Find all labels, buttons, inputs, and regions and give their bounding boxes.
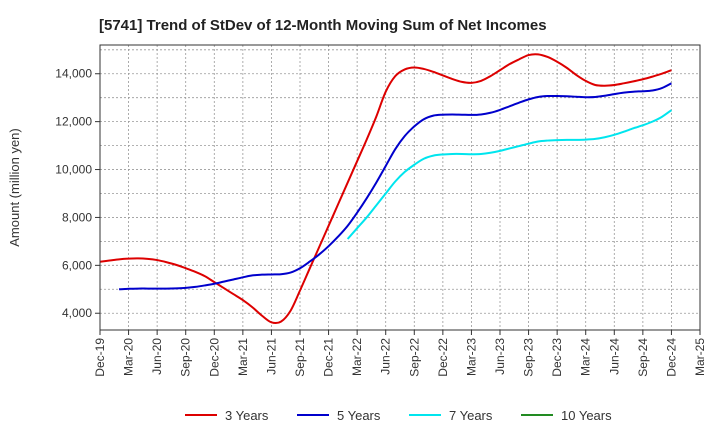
x-tick-label: Sep-22	[407, 338, 421, 377]
x-tick-label: Dec-20	[207, 338, 221, 377]
plot-background	[100, 45, 700, 330]
x-tick-label: Mar-24	[579, 338, 593, 376]
x-tick-label: Mar-20	[122, 338, 136, 376]
x-tick-label: Dec-22	[436, 338, 450, 377]
legend: 3 Years 5 Years 7 Years 10 Years	[185, 408, 612, 423]
y-tick-label: 6,000	[62, 258, 92, 272]
x-tick-label: Sep-24	[636, 338, 650, 377]
x-tick-label: Jun-21	[264, 338, 278, 375]
legend-label-3-years: 3 Years	[225, 408, 269, 423]
plot-frame	[99, 44, 701, 331]
x-tick-label: Jun-20	[150, 338, 164, 375]
x-tick-label: Mar-25	[693, 338, 707, 376]
legend-label-5-years: 5 Years	[337, 408, 381, 423]
y-tick-label: 12,000	[55, 115, 92, 129]
x-tick-label: Jun-22	[379, 338, 393, 375]
axes	[99, 44, 701, 331]
x-tick-label: Sep-21	[293, 338, 307, 377]
x-tick-label: Mar-22	[350, 338, 364, 376]
legend-label-7-years: 7 Years	[449, 408, 493, 423]
legend-label-10-years: 10 Years	[561, 408, 612, 423]
x-tick-label: Jun-23	[493, 338, 507, 375]
y-axis-label: Amount (million yen)	[7, 128, 22, 247]
series-lines	[99, 53, 673, 325]
x-tick-label: Dec-19	[93, 338, 107, 377]
y-axis-ticks: 4,000 6,000 8,000 10,000 12,000 14,000	[55, 67, 100, 320]
x-tick-label: Dec-23	[550, 338, 564, 377]
x-tick-label: Sep-23	[522, 338, 536, 377]
y-tick-label: 10,000	[55, 163, 92, 177]
x-tick-label: Mar-23	[464, 338, 478, 376]
y-tick-label: 14,000	[55, 67, 92, 81]
x-tick-label: Sep-20	[179, 338, 193, 377]
y-tick-label: 4,000	[62, 306, 92, 320]
x-tick-label: Dec-24	[664, 338, 678, 377]
x-axis-ticks: Dec-19 Mar-20 Jun-20 Sep-20 Dec-20 Mar-21 Jun-…	[93, 330, 707, 377]
y-tick-label: 8,000	[62, 210, 92, 224]
series-line-7-years	[346, 109, 673, 240]
chart-title: [5741] Trend of StDev of 12-Month Moving…	[99, 17, 547, 34]
x-tick-label: Jun-24	[607, 338, 621, 375]
series-line-5-years	[118, 82, 672, 291]
series-line-3-years	[99, 53, 672, 325]
x-tick-label: Mar-21	[236, 338, 250, 376]
plot-area	[100, 45, 700, 330]
x-tick-label: Dec-21	[322, 338, 336, 377]
